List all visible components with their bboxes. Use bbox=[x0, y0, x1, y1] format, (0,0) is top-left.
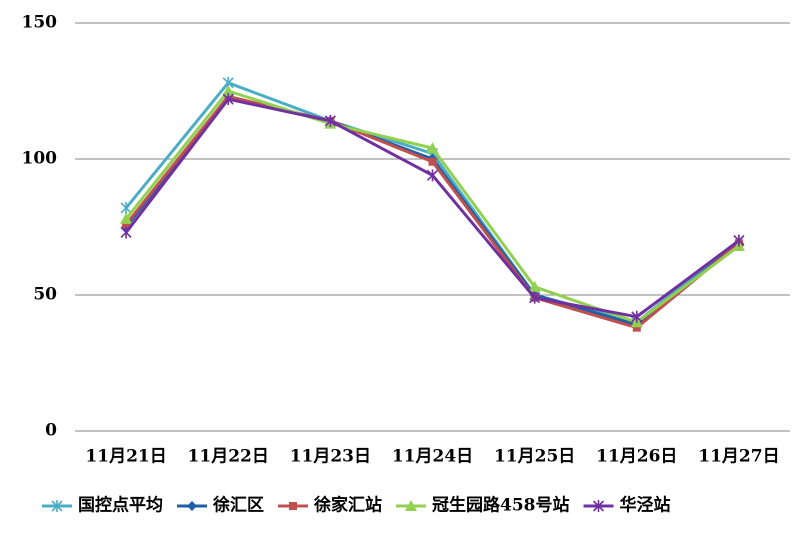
x-tick-label: 11月21日 bbox=[85, 447, 166, 467]
x-tick-label: 11月27日 bbox=[698, 447, 779, 467]
y-tick-label: 100 bbox=[22, 149, 58, 169]
marker bbox=[324, 114, 336, 127]
y-tick-label: 0 bbox=[45, 421, 57, 441]
legend-label: 冠生园路458号站 bbox=[432, 495, 570, 516]
legend-marker bbox=[51, 500, 63, 512]
x-tick-label: 11月24日 bbox=[392, 447, 473, 467]
legend-marker bbox=[289, 502, 297, 510]
marker bbox=[631, 310, 643, 323]
marker bbox=[122, 220, 131, 229]
series-line bbox=[124, 81, 740, 324]
series-line bbox=[124, 97, 740, 319]
series-line bbox=[124, 89, 740, 324]
legend-marker bbox=[405, 500, 417, 511]
marker bbox=[733, 234, 745, 247]
legend-label: 徐家汇站 bbox=[313, 495, 382, 516]
series-line bbox=[124, 94, 740, 327]
legend-marker bbox=[187, 501, 197, 511]
marker bbox=[529, 291, 541, 304]
x-tick-label: 11月25日 bbox=[494, 447, 575, 467]
y-tick-label: 150 bbox=[22, 13, 58, 33]
marker bbox=[528, 280, 541, 292]
marker bbox=[426, 169, 439, 182]
legend-marker bbox=[592, 500, 605, 512]
y-tick-label: 50 bbox=[33, 285, 57, 305]
legend-label: 华泾站 bbox=[620, 495, 671, 516]
x-tick-label: 11月23日 bbox=[290, 447, 371, 467]
marker bbox=[120, 226, 132, 239]
marker bbox=[222, 85, 235, 96]
marker bbox=[120, 212, 133, 224]
x-tick-label: 11月26日 bbox=[596, 447, 677, 467]
legend-label: 国控点平均 bbox=[78, 495, 163, 516]
x-tick-label: 11月22日 bbox=[188, 447, 269, 467]
marker bbox=[120, 201, 132, 214]
legend-label: 徐汇区 bbox=[212, 495, 264, 516]
marker bbox=[426, 142, 439, 154]
marker bbox=[428, 157, 437, 166]
marker bbox=[222, 93, 234, 106]
marker bbox=[632, 323, 641, 332]
series-line bbox=[124, 94, 740, 330]
